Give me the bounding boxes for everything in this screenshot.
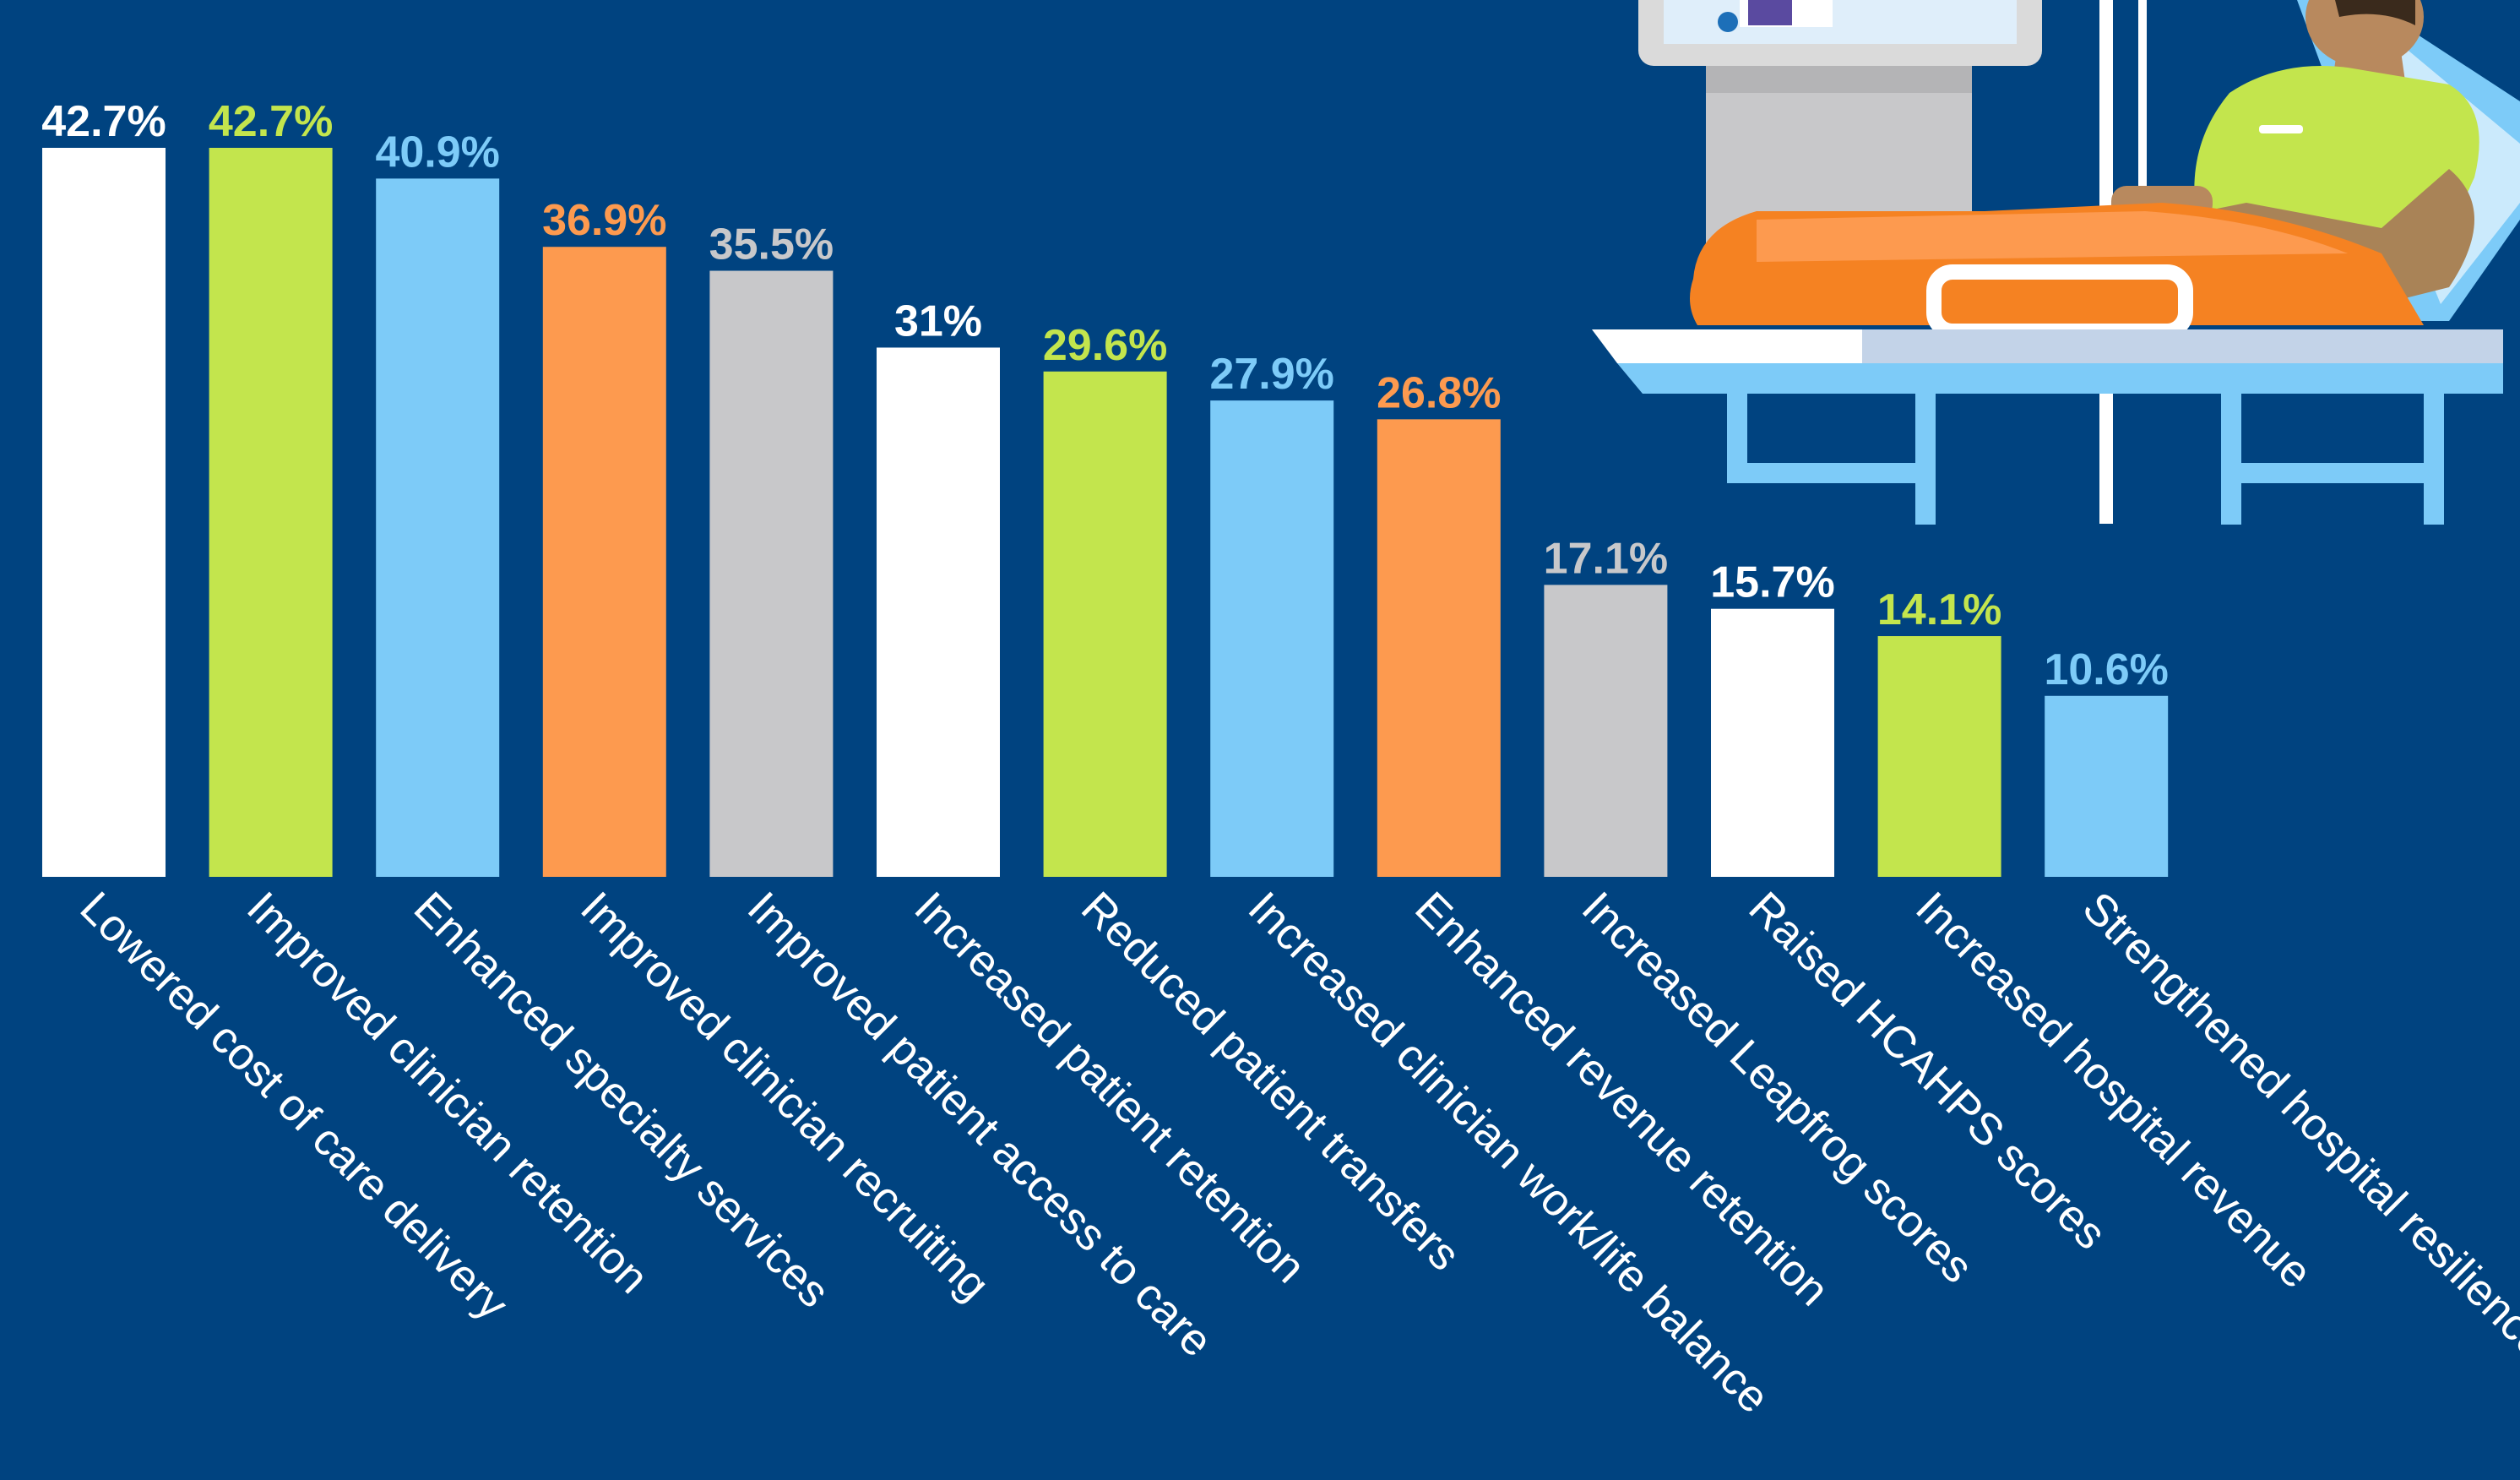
value-label-5: 31% [894, 297, 982, 346]
bar-6 [1043, 371, 1167, 878]
bars-group [42, 148, 2169, 878]
value-label-7: 27.9% [1209, 350, 1333, 399]
value-label-4: 35.5% [709, 220, 834, 269]
bar-4 [709, 270, 834, 877]
value-label-11: 14.1% [1877, 585, 2001, 634]
shirt-pocket [2259, 125, 2303, 133]
doctor-on-screen-tie [1748, 0, 1792, 25]
value-label-1: 42.7% [209, 97, 333, 146]
bar-7 [1210, 400, 1334, 877]
bed-leg-2 [1915, 394, 1936, 525]
value-labels-group: 42.7% 42.7% 40.9% 36.9% 35.5% 31% 29.6% 27.9% 26… [41, 97, 2169, 694]
value-label-3: 36.9% [542, 196, 666, 245]
bar-11 [1877, 636, 2001, 877]
bar-3 [542, 247, 666, 877]
blanket-highlight [1757, 211, 2348, 262]
bar-5 [877, 347, 1000, 877]
value-label-2: 40.9% [375, 128, 499, 177]
patient-arm [2204, 169, 2474, 304]
bed-leg-3 [2221, 394, 2241, 525]
patient-hair [2335, 0, 2415, 25]
bar-9 [1544, 585, 1668, 877]
bar-10 [1711, 608, 1834, 877]
bed-crossbar-1 [1727, 463, 1936, 483]
mattress-right [1862, 329, 2503, 363]
bar-1 [209, 148, 333, 877]
value-label-12: 10.6% [2044, 645, 2168, 694]
bed-leg-4 [2424, 394, 2444, 525]
bar-12 [2045, 695, 2169, 877]
bar-8 [1377, 419, 1501, 877]
value-label-9: 17.1% [1544, 534, 1668, 583]
value-label-6: 29.6% [1043, 321, 1167, 370]
stethoscope-icon [1718, 12, 1738, 32]
value-label-10: 15.7% [1710, 558, 1834, 607]
bar-2 [376, 178, 500, 877]
value-label-8: 26.8% [1377, 368, 1501, 417]
iv-pole-2 [2138, 0, 2147, 194]
bed-frame-top [1617, 363, 2503, 394]
bed-crossbar-2 [2221, 463, 2444, 483]
bar-0 [42, 148, 166, 877]
value-label-0: 42.7% [41, 97, 166, 146]
